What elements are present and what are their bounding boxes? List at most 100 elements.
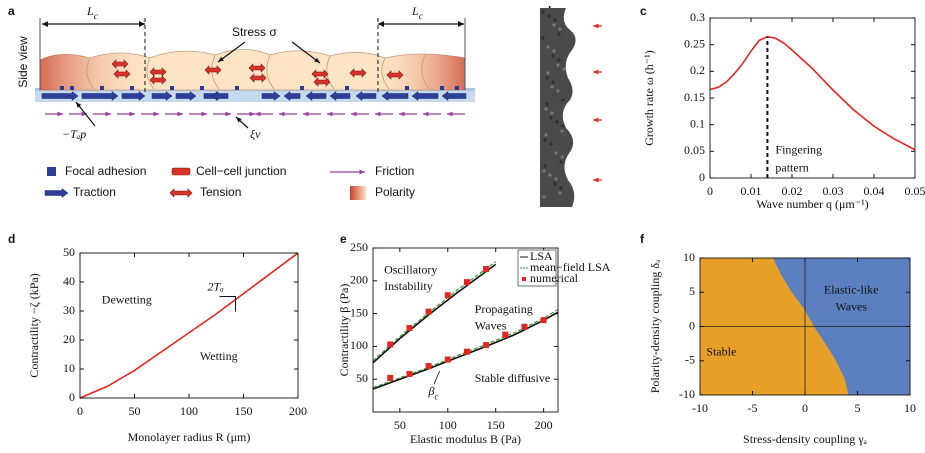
texture bbox=[553, 182, 557, 186]
texture bbox=[544, 133, 548, 137]
annotation: Fingering bbox=[775, 143, 822, 157]
tension-arrow bbox=[169, 188, 193, 198]
texture bbox=[545, 76, 549, 80]
y-axis-label: Growth rate ω (h⁻¹) bbox=[642, 50, 656, 145]
slope-label: 2Tₐ bbox=[208, 279, 225, 293]
focal-adhesion bbox=[235, 86, 239, 90]
data-line bbox=[709, 35, 916, 151]
panel-label: a bbox=[8, 4, 15, 18]
tension-arrow bbox=[149, 67, 167, 77]
data-line bbox=[79, 252, 299, 399]
y-tick-label: 50 bbox=[356, 371, 368, 385]
friction-arrow-head bbox=[129, 111, 135, 117]
y-tick-label: -5 bbox=[685, 353, 695, 367]
texture bbox=[549, 116, 553, 120]
texture bbox=[559, 186, 563, 190]
traction-arrow bbox=[44, 188, 69, 198]
data-point bbox=[387, 374, 394, 381]
tension-arrow bbox=[386, 70, 404, 80]
panel-label: c bbox=[640, 4, 647, 18]
edge-arrow-head bbox=[593, 117, 599, 123]
edge-arrow-head bbox=[593, 69, 599, 75]
plot-frame bbox=[372, 247, 559, 413]
traction-arrow bbox=[305, 91, 327, 101]
traction-arrow bbox=[381, 91, 409, 101]
friction-label: ξv⃗ bbox=[250, 127, 270, 141]
y-tick-label: 100 bbox=[350, 338, 368, 352]
focal-adhesion bbox=[100, 86, 104, 90]
y-tick-label: 0.05 bbox=[684, 143, 705, 157]
data-point bbox=[483, 342, 490, 349]
legend-label: numerical bbox=[530, 271, 579, 285]
friction-arrow-head bbox=[351, 111, 357, 117]
texture bbox=[541, 10, 545, 14]
friction-arrow-head bbox=[375, 111, 381, 117]
legend-icon bbox=[171, 167, 191, 176]
stress-pointer bbox=[217, 41, 246, 63]
texture bbox=[546, 45, 550, 49]
critical-label: βc bbox=[428, 384, 439, 401]
texture bbox=[542, 195, 546, 199]
tension-arrow bbox=[149, 75, 167, 85]
friction-arrow-head bbox=[201, 111, 207, 117]
friction-arrow-head bbox=[153, 111, 159, 117]
critical-pointer bbox=[433, 370, 440, 385]
x-axis-label: Monolayer radius R (μm) bbox=[128, 430, 251, 444]
legend-icon bbox=[350, 186, 366, 200]
texture bbox=[558, 27, 562, 31]
data-point bbox=[444, 292, 451, 299]
x-tick-label: 50 bbox=[129, 404, 141, 418]
texture bbox=[558, 191, 562, 195]
y-tick-label: 0.25 bbox=[684, 36, 705, 50]
cell-border bbox=[86, 57, 95, 90]
x-tick-label: 200 bbox=[535, 418, 553, 432]
traction-arrow bbox=[81, 91, 119, 101]
texture bbox=[552, 23, 556, 27]
legend-label: LSA bbox=[530, 249, 553, 263]
x-axis-label: Elastic modulus B (Pa) bbox=[410, 432, 521, 446]
friction-arrow-head bbox=[177, 111, 183, 117]
y-tick-label: 150 bbox=[350, 305, 368, 319]
data-point bbox=[521, 323, 528, 330]
focal-adhesion bbox=[345, 86, 349, 90]
x-tick-label: 10 bbox=[904, 401, 916, 415]
texture bbox=[551, 54, 555, 58]
data-point bbox=[502, 331, 509, 338]
legend-icon-head bbox=[359, 169, 365, 175]
region-label: Elastic-like bbox=[824, 283, 879, 297]
y-tick-label: -10 bbox=[679, 387, 695, 401]
annotation: Dewetting bbox=[102, 293, 152, 307]
micrograph bbox=[540, 8, 576, 207]
y-tick-label: 0 bbox=[699, 170, 705, 184]
panel-label: f bbox=[640, 232, 645, 246]
traction-arrow bbox=[41, 91, 79, 101]
texture bbox=[542, 169, 546, 173]
legend-label: Friction bbox=[375, 164, 414, 178]
texture bbox=[543, 138, 547, 142]
stress-label: Stress σ bbox=[232, 25, 277, 39]
legend-icon bbox=[47, 167, 56, 176]
y-tick-label: 0.2 bbox=[690, 63, 705, 77]
stress-pointer-head bbox=[314, 57, 320, 63]
texture bbox=[562, 67, 566, 71]
texture bbox=[561, 124, 565, 128]
x-tick-label: 0 bbox=[707, 184, 713, 198]
focal-adhesion bbox=[60, 86, 64, 90]
annotation: Propagating bbox=[475, 302, 533, 316]
length-label-sub: c bbox=[94, 11, 98, 21]
texture bbox=[560, 155, 564, 159]
length-label: Lc bbox=[411, 4, 423, 21]
traction-arrow bbox=[329, 91, 351, 101]
x-tick-label: 5 bbox=[855, 401, 861, 415]
friction-pointer-head bbox=[236, 117, 242, 123]
traction-arrow bbox=[283, 91, 301, 101]
traction-pointer-head bbox=[76, 102, 82, 108]
x-tick-label: 0.01 bbox=[741, 184, 762, 198]
focal-adhesion bbox=[440, 86, 444, 90]
x-axis-label: Wave number q (μm⁻¹) bbox=[756, 197, 868, 211]
annotation: Wetting bbox=[200, 349, 238, 363]
focal-adhesion bbox=[300, 86, 304, 90]
x-tick-label: 50 bbox=[394, 418, 406, 432]
texture bbox=[550, 85, 554, 89]
texture bbox=[554, 177, 558, 181]
